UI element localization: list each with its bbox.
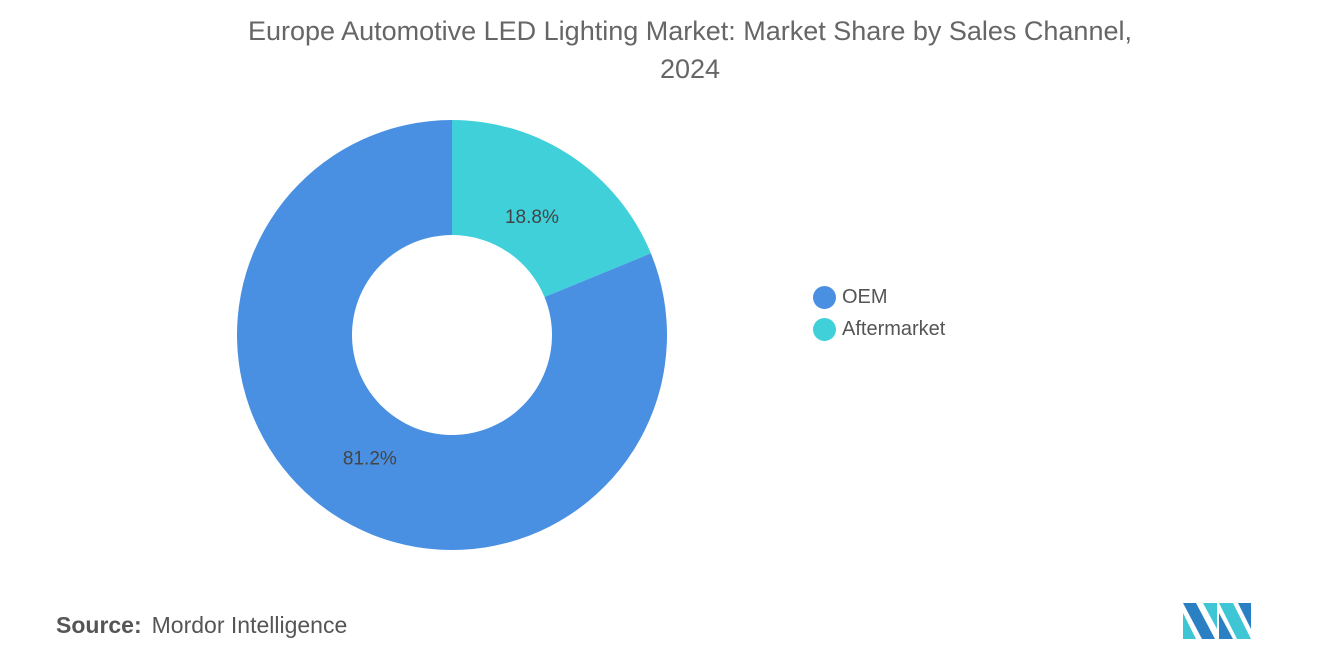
legend-swatch-oem	[813, 286, 836, 309]
chart-title: Europe Automotive LED Lighting Market: M…	[0, 12, 1320, 88]
source-value: Mordor Intelligence	[151, 612, 348, 638]
chart-title-line-2: 2024	[659, 54, 721, 84]
source-label: Source:	[56, 612, 142, 638]
legend-item-aftermarket: Aftermarket	[813, 318, 945, 341]
data-label-oem: 81.2%	[343, 449, 397, 470]
legend-label-oem: OEM	[842, 286, 888, 308]
source-note: Source: Mordor Intelligence	[56, 612, 347, 639]
mordor-intelligence-logo	[1183, 603, 1251, 639]
slice-aftermarket	[452, 120, 651, 298]
chart-title-line-1: Europe Automotive LED Lighting Market: M…	[248, 16, 1132, 46]
legend-label-aftermarket: Aftermarket	[842, 318, 946, 340]
slice-oem	[236, 120, 667, 550]
legend-item-oem: OEM	[813, 286, 888, 309]
legend-swatch-aftermarket	[813, 318, 836, 341]
data-label-aftermarket: 18.8%	[505, 207, 559, 228]
